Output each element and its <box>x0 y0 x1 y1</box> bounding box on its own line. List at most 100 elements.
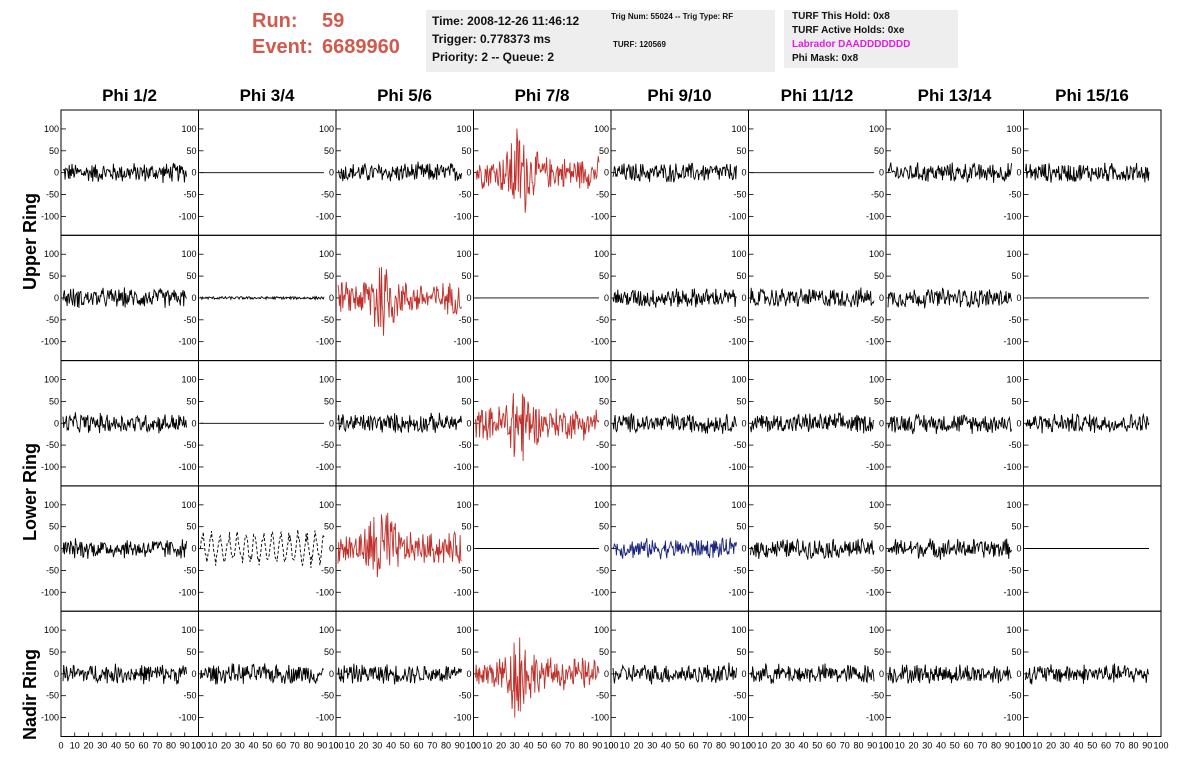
y-tick-label: 100 <box>456 249 471 259</box>
waveform-trace <box>1025 663 1150 685</box>
x-tick-label: 70 <box>702 741 712 751</box>
y-tick-label: -50 <box>596 565 609 575</box>
waveform-panel: 100 50 0 -50 -100 <box>316 109 474 236</box>
waveform-trace <box>612 537 737 560</box>
y-tick-label: 0 <box>191 669 196 679</box>
y-tick-label: -50 <box>1008 315 1021 325</box>
turf-hold-box: TURF This Hold: 0x8 TURF Active Holds: 0… <box>784 10 958 68</box>
waveform-panel: 100 50 0 -50 -100 <box>728 360 887 487</box>
x-tick-label: 40 <box>386 741 396 751</box>
waveform-trace <box>337 412 462 434</box>
y-tick-label: -50 <box>46 440 59 450</box>
y-tick-label: -50 <box>1008 565 1021 575</box>
y-tick-label: -50 <box>46 691 59 701</box>
x-tick-label: 90 <box>867 741 877 751</box>
y-tick-label: 0 <box>466 293 471 303</box>
y-tick-label: -50 <box>458 190 471 200</box>
x-tick-label: 70 <box>427 741 437 751</box>
y-tick-label: 0 <box>1016 669 1021 679</box>
x-tick-label: 80 <box>716 741 726 751</box>
y-tick-label: 50 <box>324 396 334 406</box>
y-tick-label: 100 <box>44 625 59 635</box>
y-tick-label: 100 <box>181 249 196 259</box>
x-tick-label: 60 <box>1101 741 1111 751</box>
x-tick-label: 0 <box>58 741 63 751</box>
x-tick-label: 10 <box>345 741 355 751</box>
y-tick-label: 100 <box>1006 500 1021 510</box>
waveform-panel: 100 50 0 -50 -100 <box>1003 234 1162 362</box>
x-tick-label: 40 <box>798 741 808 751</box>
x-tick-label: 60 <box>688 741 698 751</box>
x-tick-label: 80 <box>441 741 451 751</box>
x-tick-label: 0 <box>196 741 201 751</box>
y-tick-label: -100 <box>866 462 884 472</box>
y-tick-label: 0 <box>191 544 196 554</box>
y-tick-label: 100 <box>181 124 196 134</box>
y-tick-label: -50 <box>733 440 746 450</box>
y-tick-label: 50 <box>49 146 59 156</box>
x-tick-label: 10 <box>757 741 767 751</box>
y-tick-label: -100 <box>316 337 334 347</box>
y-tick-label: -50 <box>183 565 196 575</box>
y-tick-label: 100 <box>44 375 59 385</box>
x-tick-label: 40 <box>661 741 671 751</box>
x-tick-label: 10 <box>70 741 80 751</box>
waveform-trace <box>750 412 875 434</box>
y-tick-label: -100 <box>728 337 746 347</box>
x-tick-label: 30 <box>1060 741 1070 751</box>
y-tick-label: 100 <box>869 500 884 510</box>
x-tick-label: 0 <box>333 741 338 751</box>
y-tick-label: 100 <box>44 500 59 510</box>
y-tick-label: -50 <box>458 691 471 701</box>
waveform-trace <box>750 663 875 684</box>
x-tick-label: 40 <box>1073 741 1083 751</box>
waveform-panel: 100 50 0 -50 -100 <box>316 360 474 487</box>
y-tick-label: -50 <box>1008 440 1021 450</box>
x-tick-label: 80 <box>853 741 863 751</box>
y-tick-label: 0 <box>879 168 884 178</box>
y-tick-label: 0 <box>329 544 334 554</box>
waveform-panel: 100 50 0 -50 -100 <box>41 360 199 487</box>
priority-text: Priority: 2 -- Queue: 2 <box>432 50 555 64</box>
y-tick-label: 50 <box>874 146 884 156</box>
x-tick-label: 100 <box>1153 741 1168 751</box>
y-tick-label: 50 <box>599 396 609 406</box>
y-tick-label: -100 <box>453 337 471 347</box>
x-tick-label: 80 <box>991 741 1001 751</box>
y-tick-label: 100 <box>869 625 884 635</box>
y-tick-label: 100 <box>456 375 471 385</box>
x-tick-label: 0 <box>471 741 476 751</box>
x-tick-label: 20 <box>83 741 93 751</box>
y-tick-label: 0 <box>191 293 196 303</box>
x-tick-label: 20 <box>358 741 368 751</box>
y-tick-label: -50 <box>871 315 884 325</box>
y-tick-label: -100 <box>866 211 884 221</box>
waveform-trace <box>1025 162 1150 183</box>
y-tick-label: -100 <box>453 462 471 472</box>
waveform-trace <box>612 288 737 308</box>
y-tick-label: 0 <box>191 168 196 178</box>
waveform-trace <box>887 664 1012 684</box>
waveform-trace <box>750 287 875 308</box>
y-tick-label: 0 <box>466 418 471 428</box>
turf-text: TURF: 120569 <box>613 40 666 49</box>
y-tick-label: -100 <box>178 713 196 723</box>
x-tick-label: 60 <box>138 741 148 751</box>
x-tick-label: 60 <box>826 741 836 751</box>
y-tick-label: 50 <box>324 522 334 532</box>
y-tick-label: 0 <box>466 669 471 679</box>
y-tick-label: 50 <box>324 146 334 156</box>
x-tick-label: 80 <box>303 741 313 751</box>
y-tick-label: -100 <box>316 462 334 472</box>
y-tick-label: 0 <box>466 544 471 554</box>
y-tick-label: -50 <box>1008 190 1021 200</box>
x-tick-label: 10 <box>895 741 905 751</box>
y-tick-label: -100 <box>728 713 746 723</box>
waveform-panel: 100 50 0 -50 -100 <box>728 109 887 236</box>
y-tick-label: 50 <box>186 271 196 281</box>
event-label: Event: <box>252 36 314 58</box>
y-tick-label: -100 <box>41 587 59 597</box>
waveform-panel: 100 50 0 -50 -100 <box>41 485 199 612</box>
x-tick-label: 50 <box>1087 741 1097 751</box>
